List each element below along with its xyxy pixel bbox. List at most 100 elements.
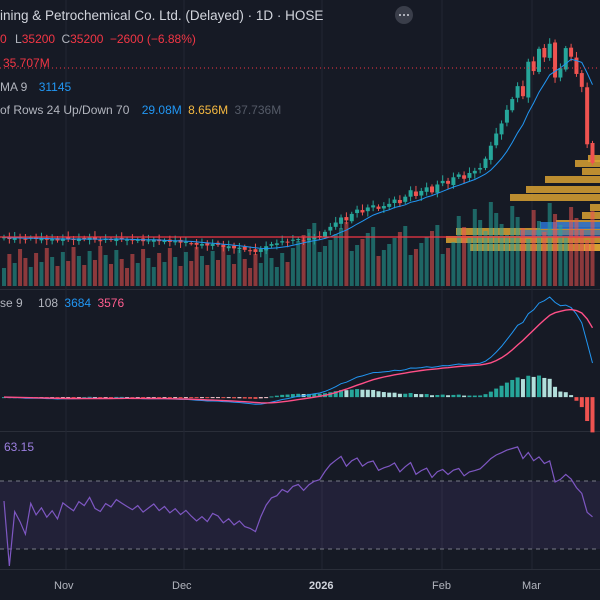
- candle-body: [462, 175, 467, 179]
- volume-bar: [2, 268, 6, 286]
- candle-body: [71, 239, 76, 241]
- macd-histogram-bar: [237, 397, 242, 399]
- macd-histogram-bar: [205, 397, 210, 399]
- volume-bar: [413, 249, 418, 286]
- volume-bar: [456, 216, 461, 286]
- volume-bar: [360, 239, 365, 286]
- candle-body: [488, 145, 493, 160]
- volume-bar: [269, 258, 274, 286]
- volume-bar: [92, 260, 97, 286]
- volume-profile-bar: [526, 186, 600, 193]
- candle-body: [189, 243, 194, 245]
- macd-histogram-bar: [114, 396, 119, 398]
- volume-bar: [312, 223, 317, 286]
- volume-bar: [435, 225, 440, 286]
- candle-body: [194, 242, 199, 245]
- volume-bar: [569, 207, 574, 286]
- macd-histogram-bar: [173, 397, 178, 399]
- macd-histogram-bar: [98, 397, 103, 399]
- rsi-value: 63.15: [4, 440, 35, 454]
- candle-body: [547, 43, 552, 58]
- volume-bar: [590, 211, 595, 286]
- volume-bar: [462, 227, 467, 286]
- ohlc-close: 35200: [70, 32, 104, 46]
- macd-histogram-bar: [381, 392, 386, 398]
- vp-label: of Rows 24 Up/Down 70: [0, 103, 130, 117]
- volume-bar: [381, 250, 386, 286]
- macd-histogram-bar: [446, 395, 451, 398]
- candle-body: [515, 86, 520, 98]
- macd-value: 3684: [64, 296, 92, 310]
- candle-body: [23, 238, 28, 240]
- ohlc-low-key: L: [15, 32, 22, 46]
- volume-bar: [242, 259, 247, 286]
- volume-bar: [210, 251, 215, 286]
- candle-body: [499, 123, 504, 135]
- macd-histogram-bar: [494, 388, 499, 398]
- volume-bar: [355, 245, 360, 286]
- volume-bar: [472, 209, 477, 286]
- candle-body: [435, 184, 440, 193]
- candle-body: [162, 240, 167, 243]
- macd-histogram-bar: [280, 394, 285, 398]
- candle-body: [290, 239, 295, 241]
- volume-bar: [430, 231, 434, 286]
- macd-histogram-bar: [563, 392, 568, 398]
- candle-body: [387, 203, 392, 207]
- volume-bar: [232, 264, 237, 286]
- volume-bar: [28, 267, 33, 286]
- volume-bar: [98, 246, 103, 286]
- macd-histogram-bar: [253, 397, 258, 399]
- volume-bar: [109, 264, 113, 286]
- macd-histogram-bar: [285, 394, 290, 398]
- macd-histogram-bar: [317, 393, 322, 398]
- volume-bar: [296, 241, 301, 286]
- candle-body: [553, 42, 558, 78]
- macd-label: se 9: [0, 296, 23, 310]
- candle-body: [98, 240, 103, 242]
- volume-bar: [258, 263, 263, 286]
- macd-histogram-bar: [397, 393, 402, 398]
- volume-bar: [125, 268, 130, 286]
- candle-body: [333, 222, 338, 227]
- candle-body: [408, 190, 413, 197]
- candle-body: [226, 246, 231, 249]
- candle-body: [510, 99, 515, 111]
- macd-histogram-bar: [333, 391, 338, 398]
- candle-body: [199, 244, 204, 246]
- macd-histogram-bar: [210, 397, 215, 399]
- candle-body: [467, 172, 472, 178]
- candle-body: [210, 244, 215, 246]
- macd-histogram-bar: [306, 393, 311, 398]
- macd-histogram-bar: [162, 397, 167, 399]
- candle-body: [183, 241, 188, 243]
- volume-bar: [526, 239, 531, 286]
- macd-histogram-bar: [462, 395, 467, 398]
- candle-body: [349, 213, 354, 222]
- macd-histogram-bar: [119, 396, 124, 398]
- macd-histogram-bar: [248, 397, 253, 399]
- macd-histogram-bar: [221, 397, 226, 399]
- ma9-line: [3, 58, 593, 250]
- candle-body: [205, 243, 210, 246]
- vp-down: 8.656M: [188, 103, 229, 117]
- candle-body: [456, 174, 461, 177]
- candle-body: [574, 57, 579, 74]
- volume-bar: [446, 248, 451, 286]
- volume-bar: [467, 238, 472, 286]
- candle-body: [312, 236, 317, 240]
- candle-body: [504, 109, 509, 123]
- macd-histogram-bar: [520, 379, 525, 398]
- vp-total: 37.736M: [234, 103, 282, 117]
- ma-label: MA 9: [0, 80, 28, 94]
- volume-bar: [542, 232, 547, 286]
- volume-bar: [344, 222, 349, 286]
- volume-bar: [44, 248, 49, 286]
- more-options-button[interactable]: [395, 6, 413, 24]
- candle-body: [237, 247, 242, 250]
- candle-body: [274, 243, 279, 245]
- macd-histogram-bar: [167, 397, 172, 399]
- macd-histogram-bar: [531, 376, 536, 398]
- volume-bar: [403, 226, 408, 286]
